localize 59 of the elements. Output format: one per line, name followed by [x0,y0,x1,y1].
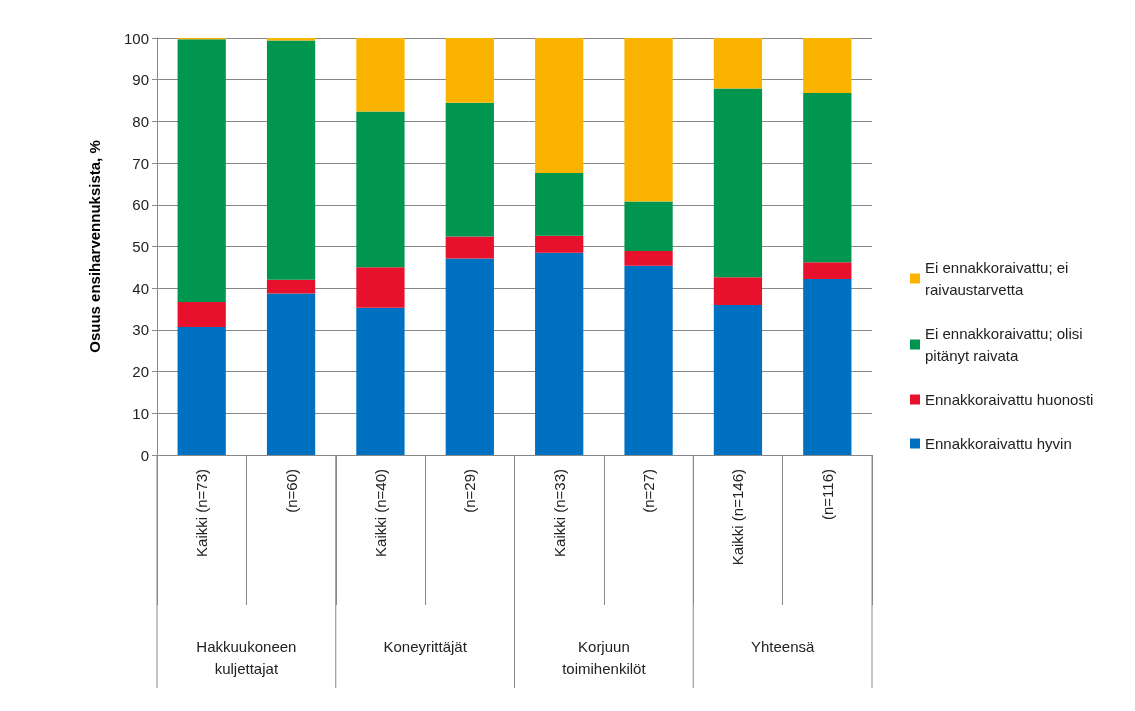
bar [624,201,673,252]
x-tick-label: Kaikki (n=40) [371,469,389,557]
y-tick-label: 100 [123,29,149,47]
y-tick-label: 20 [132,363,149,381]
x-tick-label: Kaikki (n=146) [729,469,747,566]
x-tick-label: Kaikki (n=73) [193,469,211,557]
bar [535,252,584,455]
y-tick-label: 10 [132,404,149,422]
bar [624,251,673,266]
bar [356,267,405,308]
bar [803,38,852,94]
y-axis-title: Osuus ensiharvennuksista, % [86,140,103,353]
x-tick-label: (n=116) [818,469,836,521]
bar [713,304,763,455]
x-tick-label: (n=27) [640,469,658,513]
y-tick-label: 70 [132,154,149,172]
bar [803,93,852,263]
legend-label: Ennakkoraivattu huonosti [925,391,1094,408]
y-tick-label: 80 [132,112,149,130]
bar [624,38,673,202]
bar [445,236,494,259]
bar [535,173,584,236]
text: Koneyrittäjät [383,637,468,655]
text: Korjuun toimihenkilöt [562,637,647,677]
bar [266,38,316,41]
bar [713,38,763,89]
bar [535,235,584,253]
bar [535,38,584,174]
bar [624,265,673,455]
bar [177,39,226,302]
legend-label: Ennakkoraivattu hyvin [925,435,1072,452]
legend-label: Ei ennakkoraivattu; olisi pitänyt raivata [925,325,1087,364]
bar [356,38,405,112]
bar [445,38,494,103]
y-tick-label: 30 [132,321,149,339]
bar [177,326,226,455]
bar [713,88,763,278]
x-tick-label: (n=29) [461,469,479,513]
bar [177,301,226,327]
bar [266,293,316,455]
x-tick-label: (n=60) [282,469,300,513]
x-tick-label: Kaikki (n=33) [550,469,568,557]
bar [713,277,763,305]
bar [266,40,316,280]
bar [266,279,316,294]
bar [803,279,852,455]
bar [445,258,494,455]
y-tick-label: 40 [132,279,149,297]
y-tick-label: 90 [132,71,149,89]
bar [445,102,494,237]
y-tick-label: 50 [132,238,149,255]
legend-label: Ei ennakkoraivattu; ei raivaustarvetta [925,259,1073,298]
bar [356,111,405,268]
text: Hakkuukoneen kuljettajat [196,637,297,677]
y-tick-label: 60 [132,196,149,214]
bar [803,262,852,280]
text: Yhteensä [750,637,815,655]
y-tick-label: 0 [140,446,149,464]
bar [356,307,405,455]
